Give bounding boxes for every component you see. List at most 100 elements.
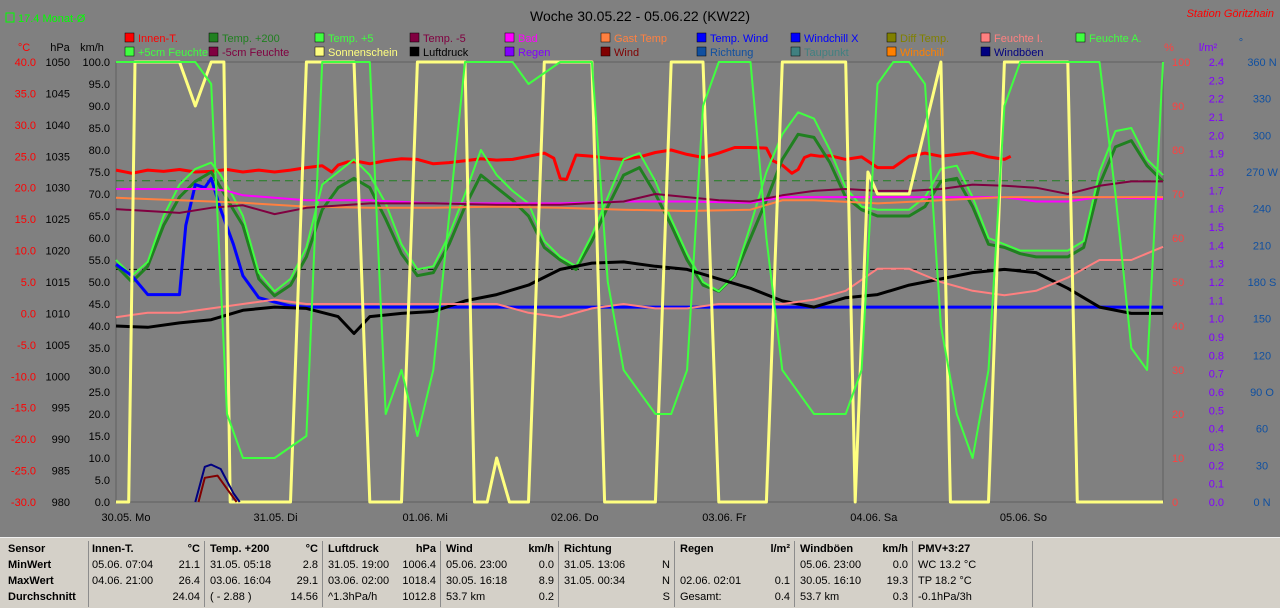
- rain-tick-label: 0.3: [1209, 442, 1224, 454]
- stats-cell: Luftdruck hPa: [328, 541, 436, 557]
- temp-tick-label: 35.0: [15, 88, 36, 100]
- percent-tick-label: 40: [1172, 321, 1184, 333]
- legend-item: Temp. -5: [409, 32, 466, 45]
- legend-swatch: [790, 46, 801, 57]
- legend-swatch: [980, 32, 991, 43]
- stats-cell-value: 0.3: [892, 591, 908, 603]
- direction-tick-label: 300: [1253, 130, 1271, 142]
- stats-cell-label: 05.06. 23:00: [800, 559, 862, 571]
- stats-column: Temp. +200 °C 31.05. 05:18 2.8 03.06. 16:04 2…: [206, 541, 323, 607]
- legend-swatch: [314, 46, 325, 57]
- x-tick-label: 03.06. Fr: [702, 512, 746, 524]
- pressure-tick-label: 1000: [46, 371, 70, 383]
- station-name: Station Göritzhain: [1187, 8, 1274, 20]
- legend-item: -5cm Feuchte: [208, 46, 289, 59]
- stats-cell: Gesamt: 0.4: [680, 589, 790, 605]
- wind-tick-label: 45.0: [89, 299, 110, 311]
- rain-tick-label: 1.3: [1209, 259, 1224, 271]
- stats-cell-value: N: [662, 575, 670, 587]
- stats-column: Innen-T. °C 05.06. 07:04 21.1 04.06. 21:00 26…: [88, 541, 205, 607]
- legend-label: Bad: [518, 33, 538, 45]
- stats-cell-label: Richtung: [564, 543, 612, 555]
- legend-item: Temp. +200: [208, 32, 280, 45]
- pressure-axis-unit: hPa: [50, 42, 70, 54]
- direction-tick-label: 120: [1253, 350, 1271, 362]
- temp-tick-label: 10.0: [15, 246, 36, 258]
- temp-tick-label: 0.0: [21, 308, 36, 320]
- legend-item: Richtung: [696, 46, 753, 59]
- stats-cell: 05.06. 07:04 21.1: [92, 557, 200, 573]
- stats-cell: 04.06. 21:00 26.4: [92, 573, 200, 589]
- legend-label: Diff Temp.: [900, 33, 949, 45]
- stats-cell-label: 31.05. 05:18: [210, 559, 272, 571]
- series-line: [115, 260, 1163, 335]
- wind-tick-label: 15.0: [89, 431, 110, 443]
- legend-swatch: [409, 46, 420, 57]
- direction-tick-label: 180 S: [1248, 277, 1277, 289]
- temp-tick-label: -10.0: [11, 371, 36, 383]
- stats-column: Richtung 31.05. 13:06 N 31.05. 00:34 N S: [560, 541, 675, 607]
- stats-cell-label: Windböen: [800, 543, 854, 555]
- stats-cell-value: 0.0: [538, 559, 554, 571]
- legend-label: +5cm Feuchte: [138, 47, 208, 59]
- stats-cell-value: 2.8: [302, 559, 318, 571]
- stats-cell-label: Innen-T.: [92, 543, 134, 555]
- stats-cell-value: 0.4: [774, 591, 790, 603]
- pressure-tick-label: 1025: [46, 214, 70, 226]
- legend-item: Windchill: [886, 46, 944, 59]
- legend-label: Windböen: [994, 47, 1044, 59]
- pressure-tick-label: 1035: [46, 151, 70, 163]
- pressure-tick-label: 995: [52, 403, 70, 415]
- stats-cell: ^1.3hPa/h 1012.8: [328, 589, 436, 605]
- pressure-tick-label: 1030: [46, 183, 70, 195]
- legend-swatch: [314, 32, 325, 43]
- legend-label: Richtung: [710, 47, 753, 59]
- stats-cell-label: 04.06. 21:00: [92, 575, 154, 587]
- stats-row-labels: Sensor MinWert MaxWert Durchschnitt: [4, 541, 89, 607]
- legend-swatch: [208, 46, 219, 57]
- stats-cell: 30.05. 16:18 8.9: [446, 573, 554, 589]
- series-line: [115, 196, 1163, 212]
- wind-tick-label: 85.0: [89, 123, 110, 135]
- rain-tick-label: 0.1: [1209, 479, 1224, 491]
- pressure-tick-label: 1020: [46, 246, 70, 258]
- rain-tick-label: 0.9: [1209, 332, 1224, 344]
- legend-label: Wind: [614, 47, 639, 59]
- stats-cell-label: 30.05. 16:10: [800, 575, 862, 587]
- rain-tick-label: 0.6: [1209, 387, 1224, 399]
- stats-cell-value: hPa: [415, 543, 436, 555]
- legend-item: Windchill X: [790, 32, 859, 45]
- series-line: [194, 463, 241, 503]
- stats-cell-label: Regen: [680, 543, 714, 555]
- legend-label: Feuchte A.: [1089, 33, 1142, 45]
- wind-tick-label: 50.0: [89, 277, 110, 289]
- pressure-tick-label: 1005: [46, 340, 70, 352]
- stats-cell-label: ( - 2.88 ): [210, 591, 252, 603]
- legend-item: Taupunkt: [790, 46, 849, 59]
- weather-chart: 17.4 Monat-Ø Woche 30.05.22 - 05.06.22 (K…: [5, 8, 1279, 524]
- legend-swatch: [980, 46, 991, 57]
- chart-title: Woche 30.05.22 - 05.06.22 (KW22): [530, 8, 750, 24]
- rain-tick-label: 1.9: [1209, 149, 1224, 161]
- legend-swatch: [409, 32, 420, 43]
- stats-cell: 31.05. 05:18 2.8: [210, 557, 318, 573]
- legend-item: +5cm Feuchte: [124, 46, 208, 59]
- wind-tick-label: 65.0: [89, 211, 110, 223]
- stats-cell-label: Wind: [446, 543, 473, 555]
- stats-cell-value: 8.9: [538, 575, 554, 587]
- rain-axis-unit: l/m²: [1199, 42, 1218, 54]
- stats-cell-label: 31.05. 00:34: [564, 575, 626, 587]
- pressure-tick-label: 1015: [46, 277, 70, 289]
- legend-item: Luftdruck: [409, 46, 469, 59]
- stats-cell: Innen-T. °C: [92, 541, 200, 557]
- percent-tick-label: 70: [1172, 189, 1184, 201]
- percent-tick-label: 90: [1172, 101, 1184, 113]
- stats-cell: 03.06. 16:04 29.1: [210, 573, 318, 589]
- legend-item: Feuchte I.: [980, 32, 1043, 45]
- stats-row-label: Sensor: [8, 543, 46, 555]
- direction-tick-label: 30: [1256, 460, 1268, 472]
- stats-cell-label: 05.06. 23:00: [446, 559, 508, 571]
- x-tick-label: 05.06. So: [1000, 512, 1047, 524]
- legend-swatch: [696, 32, 707, 43]
- rain-tick-label: 2.0: [1209, 130, 1224, 142]
